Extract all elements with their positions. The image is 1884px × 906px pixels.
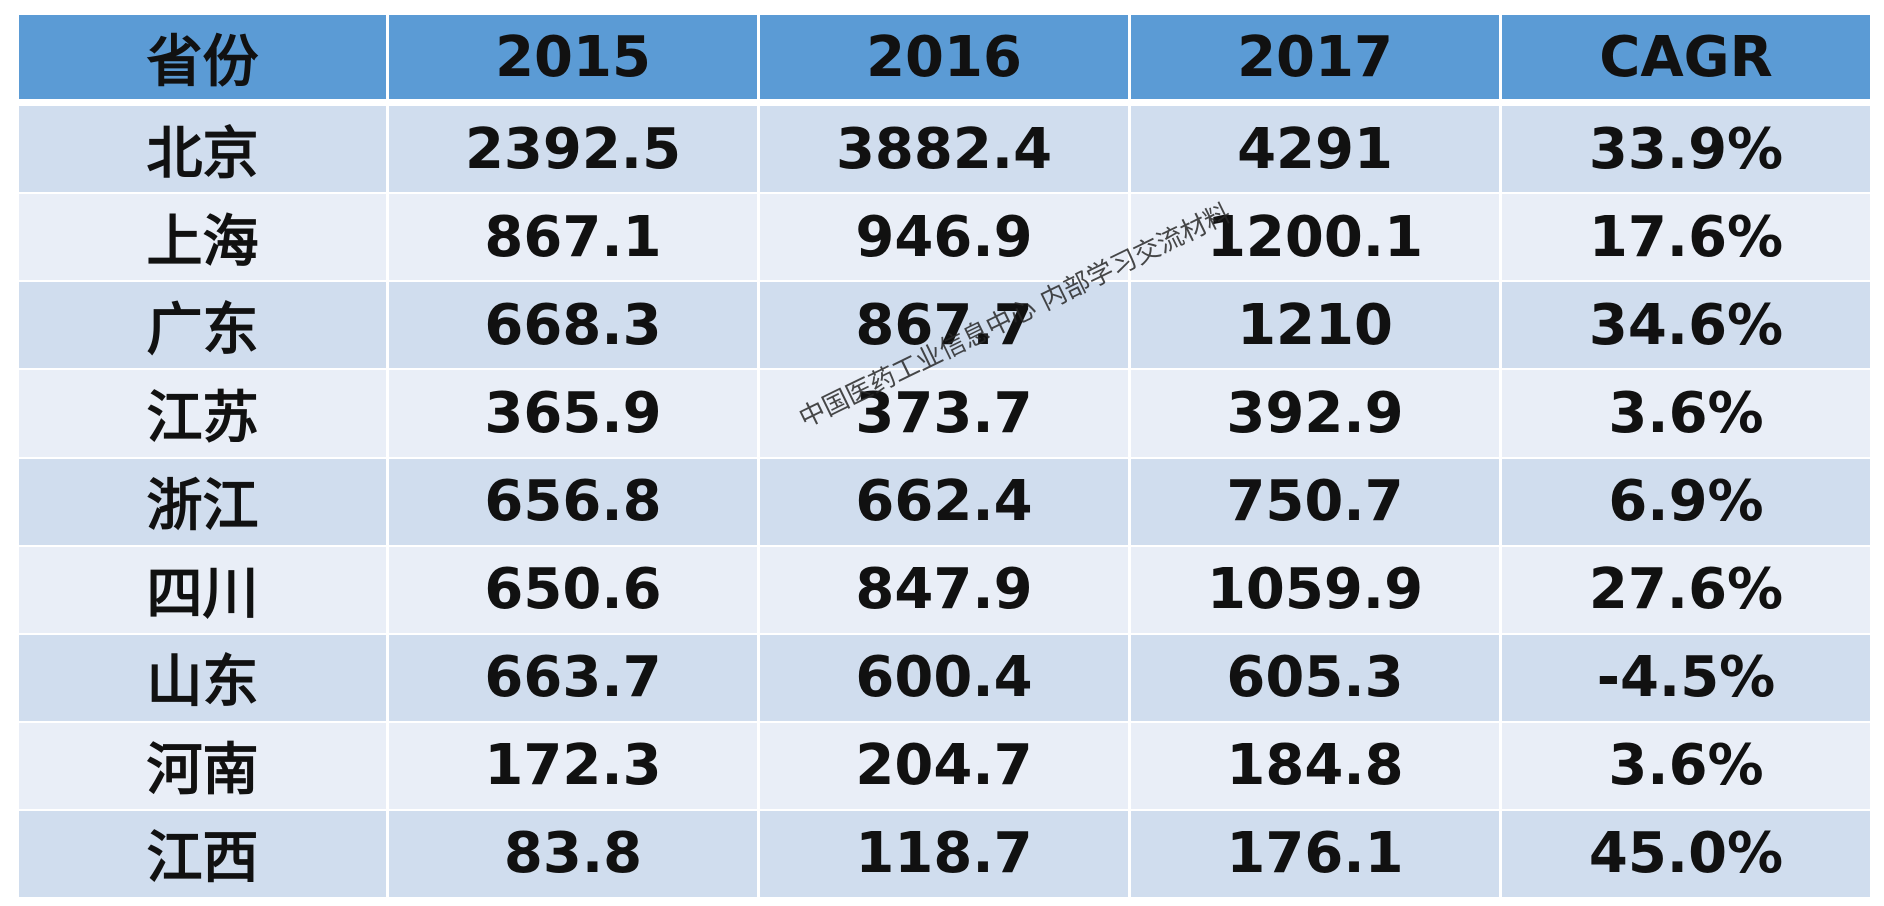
table-row: 北京 2392.5 3882.4 4291 33.9% — [16, 101, 1873, 195]
cell-2016: 373.7 — [757, 368, 1131, 459]
table-row: 上海 867.1 946.9 1200.1 17.6% — [16, 192, 1873, 283]
cell-2017: 605.3 — [1128, 632, 1502, 723]
cell-cagr: 34.6% — [1499, 280, 1873, 371]
cell-province: 江苏 — [16, 368, 389, 459]
cell-2017: 1200.1 — [1128, 192, 1502, 283]
column-header-2015: 2015 — [386, 15, 760, 106]
column-header-2016: 2016 — [757, 15, 1131, 106]
cell-2017: 392.9 — [1128, 368, 1502, 459]
cell-2015: 663.7 — [386, 632, 760, 723]
table-row: 河南 172.3 204.7 184.8 3.6% — [16, 720, 1873, 811]
cell-cagr: 33.9% — [1499, 101, 1873, 195]
cell-2015: 668.3 — [386, 280, 760, 371]
cell-province: 浙江 — [16, 456, 389, 547]
cell-2017: 184.8 — [1128, 720, 1502, 811]
cell-2016: 662.4 — [757, 456, 1131, 547]
cell-2016: 3882.4 — [757, 101, 1131, 195]
table-row: 广东 668.3 867.7 1210 34.6% — [16, 280, 1873, 371]
cell-cagr: 27.6% — [1499, 544, 1873, 635]
header-row: 省份 2015 2016 2017 CAGR — [16, 15, 1873, 106]
province-data-table: 省份 2015 2016 2017 CAGR 北京 2392.5 3882.4 … — [16, 15, 1873, 900]
cell-2015: 365.9 — [386, 368, 760, 459]
cell-cagr: 45.0% — [1499, 808, 1873, 900]
cell-2017: 1210 — [1128, 280, 1502, 371]
cell-2015: 172.3 — [386, 720, 760, 811]
cell-2016: 946.9 — [757, 192, 1131, 283]
column-header-cagr: CAGR — [1499, 15, 1873, 106]
cell-2016: 847.9 — [757, 544, 1131, 635]
cell-2015: 656.8 — [386, 456, 760, 547]
column-header-province: 省份 — [16, 15, 389, 106]
cell-province: 四川 — [16, 544, 389, 635]
cell-province: 河南 — [16, 720, 389, 811]
cell-2015: 83.8 — [386, 808, 760, 900]
cell-province: 江西 — [16, 808, 389, 900]
cell-cagr: 3.6% — [1499, 368, 1873, 459]
cell-province: 广东 — [16, 280, 389, 371]
cell-province: 上海 — [16, 192, 389, 283]
cell-2017: 1059.9 — [1128, 544, 1502, 635]
cell-2015: 867.1 — [386, 192, 760, 283]
cell-2016: 600.4 — [757, 632, 1131, 723]
table-row: 浙江 656.8 662.4 750.7 6.9% — [16, 456, 1873, 547]
table-body: 北京 2392.5 3882.4 4291 33.9% 上海 867.1 946… — [16, 101, 1873, 900]
province-table-container: 省份 2015 2016 2017 CAGR 北京 2392.5 3882.4 … — [16, 15, 1873, 900]
cell-2016: 204.7 — [757, 720, 1131, 811]
cell-province: 山东 — [16, 632, 389, 723]
cell-2016: 867.7 — [757, 280, 1131, 371]
cell-cagr: 6.9% — [1499, 456, 1873, 547]
cell-2017: 176.1 — [1128, 808, 1502, 900]
table-row: 山东 663.7 600.4 605.3 -4.5% — [16, 632, 1873, 723]
cell-province: 北京 — [16, 101, 389, 195]
table-row: 江西 83.8 118.7 176.1 45.0% — [16, 808, 1873, 900]
cell-2015: 650.6 — [386, 544, 760, 635]
cell-cagr: -4.5% — [1499, 632, 1873, 723]
cell-2017: 750.7 — [1128, 456, 1502, 547]
table-row: 四川 650.6 847.9 1059.9 27.6% — [16, 544, 1873, 635]
table-row: 江苏 365.9 373.7 392.9 3.6% — [16, 368, 1873, 459]
cell-2016: 118.7 — [757, 808, 1131, 900]
cell-cagr: 3.6% — [1499, 720, 1873, 811]
column-header-2017: 2017 — [1128, 15, 1502, 106]
cell-cagr: 17.6% — [1499, 192, 1873, 283]
cell-2017: 4291 — [1128, 101, 1502, 195]
cell-2015: 2392.5 — [386, 101, 760, 195]
